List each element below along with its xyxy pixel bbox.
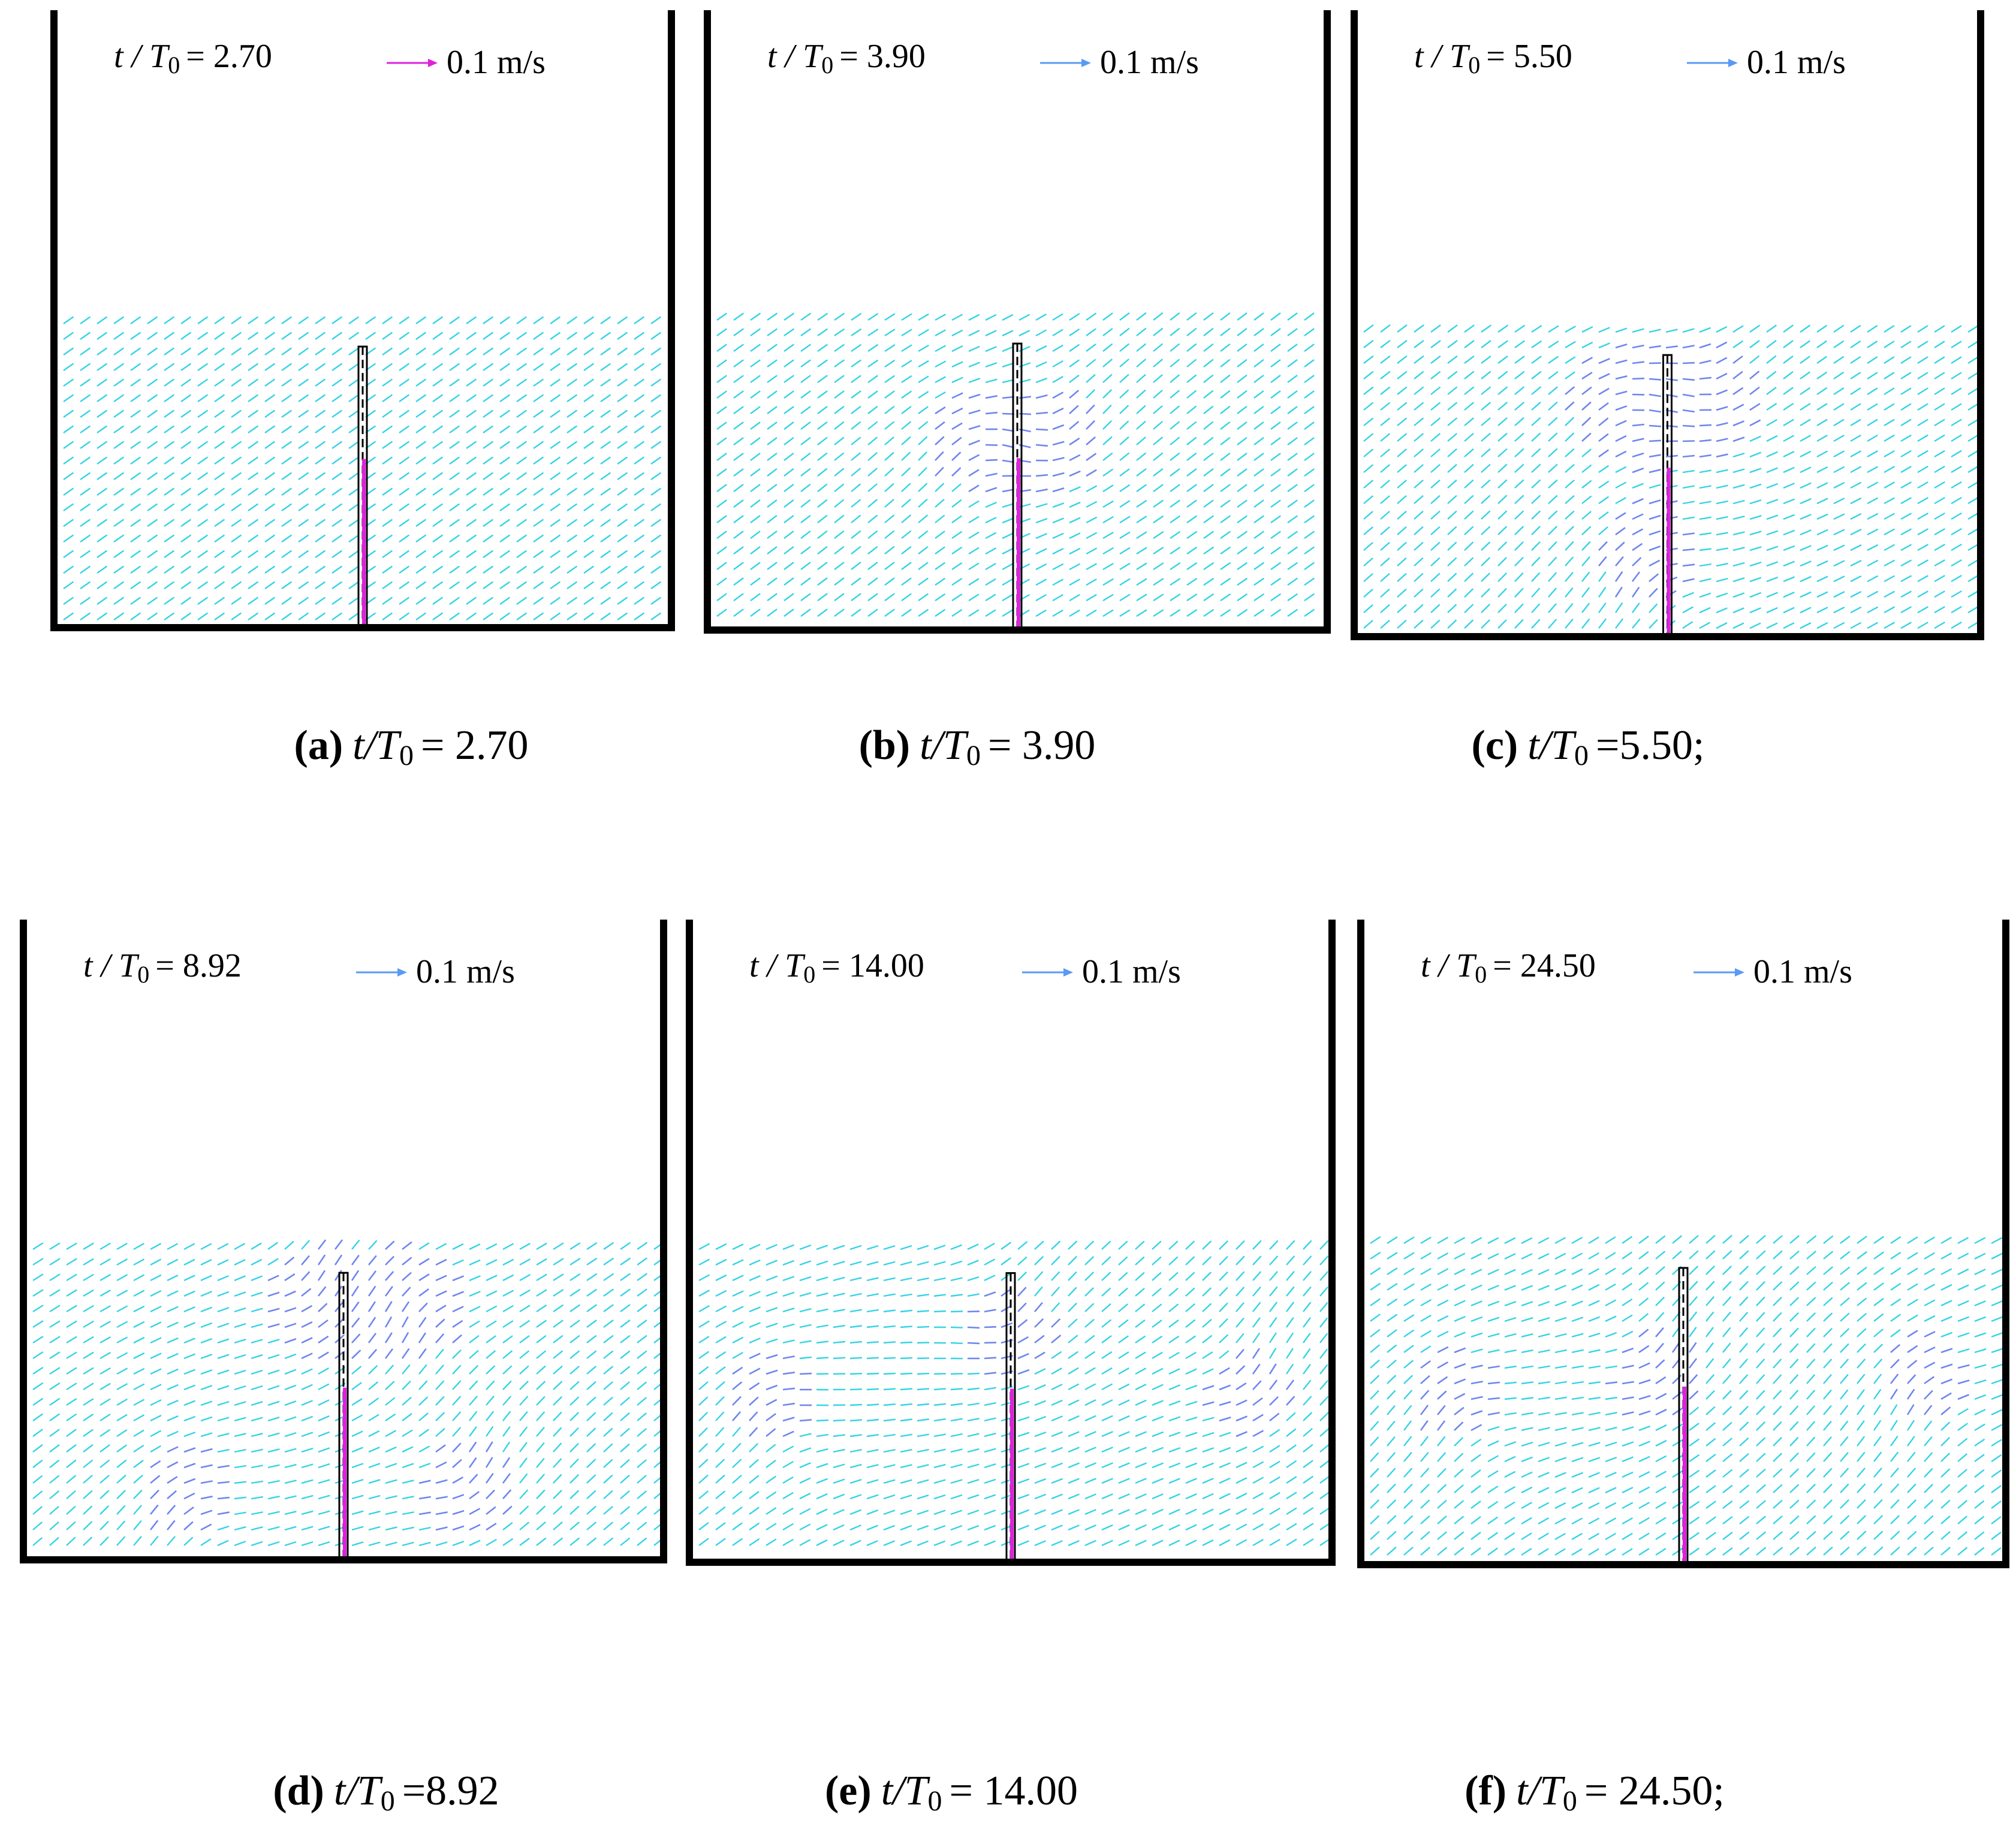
velocity-field	[1363, 324, 1979, 629]
caption-tag: (f)	[1464, 1768, 1506, 1814]
time-label: t / T0 = 24.50	[1421, 947, 1596, 988]
panel: t / T0 = 8.92 0.1 m/s(d) t/T0 =8.92	[20, 920, 667, 1817]
time-symbol: t / T	[114, 38, 170, 75]
time-label: t / T0 = 2.70	[114, 38, 272, 79]
panel: t / T0 = 24.50 0.1 m/s(f) t/T0 = 24.50;	[1357, 920, 2009, 1817]
caption: (b) t/T0 = 3.90	[859, 722, 1096, 772]
caption-value: = 24.50;	[1584, 1768, 1725, 1814]
caption-value: = 3.90	[988, 722, 1095, 769]
panel: t / T0 = 14.00 0.1 m/s(e) t/T0 = 14.00	[686, 920, 1336, 1817]
tank	[1351, 10, 1984, 640]
time-value: = 14.00	[821, 947, 924, 984]
caption-tag: (b)	[859, 722, 911, 769]
scale-label: 0.1 m/s	[447, 44, 546, 81]
caption-subscript: 0	[1574, 740, 1589, 772]
velocity-field	[716, 312, 1315, 617]
time-symbol: t / T	[1414, 38, 1470, 75]
time-subscript: 0	[137, 961, 149, 988]
velocity-field-strong	[935, 390, 1097, 493]
time-label: t / T0 = 3.90	[767, 38, 926, 79]
tank	[686, 920, 1336, 1566]
scale-arrowhead	[1735, 968, 1744, 977]
time-symbol: t / T	[83, 947, 140, 984]
tank	[50, 10, 675, 631]
time-value: = 5.50	[1486, 38, 1572, 75]
velocity-field	[32, 1239, 665, 1547]
panel: t / T0 = 5.50 0.1 m/s(c) t/T0 =5.50;	[1351, 10, 1984, 772]
caption-symbol: t/T	[881, 1768, 931, 1814]
time-symbol: t / T	[749, 947, 806, 984]
caption-subscript: 0	[381, 1785, 395, 1817]
caption-tag: (a)	[294, 722, 343, 769]
caption-value: =8.92	[402, 1768, 499, 1814]
caption-symbol: t/T	[1527, 722, 1577, 769]
scale-arrowhead	[1081, 59, 1091, 67]
time-subscript: 0	[1468, 52, 1480, 79]
caption-symbol: t/T	[1516, 1768, 1566, 1814]
panel: t / T0 = 3.90 0.1 m/s(b) t/T0 = 3.90	[704, 10, 1331, 772]
scale-arrowhead	[1063, 968, 1073, 977]
time-label: t / T0 = 5.50	[1414, 38, 1572, 79]
scale-arrowhead	[428, 59, 438, 67]
time-value: = 24.50	[1493, 947, 1596, 984]
time-subscript: 0	[1475, 961, 1487, 988]
caption-symbol: t/T	[920, 722, 969, 769]
time-subscript: 0	[168, 52, 180, 79]
caption: (c) t/T0 =5.50;	[1472, 722, 1705, 772]
caption-value: = 14.00	[950, 1768, 1078, 1814]
time-label: t / T0 = 14.00	[749, 947, 924, 988]
caption-subscript: 0	[966, 740, 981, 772]
time-value: = 3.90	[839, 38, 926, 75]
caption: (d) t/T0 =8.92	[273, 1768, 499, 1817]
tank	[20, 920, 667, 1563]
time-subscript: 0	[821, 52, 833, 79]
velocity-field	[698, 1240, 1331, 1547]
caption-subscript: 0	[399, 740, 414, 772]
velocity-field	[63, 316, 662, 620]
time-value: = 8.92	[155, 947, 242, 984]
caption-symbol: t/T	[352, 722, 402, 769]
caption-tag: (e)	[825, 1768, 872, 1814]
caption: (a) t/T0 = 2.70	[294, 722, 529, 772]
time-symbol: t / T	[767, 38, 824, 75]
time-value: = 2.70	[186, 38, 272, 75]
caption: (f) t/T0 = 24.50;	[1464, 1768, 1725, 1817]
caption-value: =5.50;	[1596, 722, 1704, 769]
caption-subscript: 0	[1563, 1785, 1577, 1817]
velocity-field-strong	[732, 1286, 1295, 1438]
scale-label: 0.1 m/s	[1082, 953, 1181, 990]
caption-subscript: 0	[928, 1785, 942, 1817]
caption: (e) t/T0 = 14.00	[825, 1768, 1078, 1817]
scale-label: 0.1 m/s	[1747, 44, 1846, 81]
time-symbol: t / T	[1421, 947, 1477, 984]
scale-arrowhead	[397, 968, 407, 977]
scale-label: 0.1 m/s	[1753, 953, 1852, 990]
time-subscript: 0	[803, 961, 815, 988]
velocity-field	[1370, 1234, 2003, 1556]
scale-label: 0.1 m/s	[416, 953, 515, 990]
scale-arrowhead	[1728, 59, 1738, 67]
caption-tag: (d)	[273, 1768, 324, 1814]
tank	[704, 10, 1331, 634]
panel: t / T0 = 2.70 0.1 m/s(a) t/T0 = 2.70	[50, 10, 675, 772]
velocity-field-strong	[1420, 1327, 1970, 1432]
caption-symbol: t/T	[334, 1768, 384, 1814]
caption-value: = 2.70	[421, 722, 528, 769]
caption-tag: (c)	[1472, 722, 1518, 769]
scale-label: 0.1 m/s	[1100, 44, 1199, 81]
time-label: t / T0 = 8.92	[83, 947, 242, 988]
tank	[1357, 920, 2009, 1568]
